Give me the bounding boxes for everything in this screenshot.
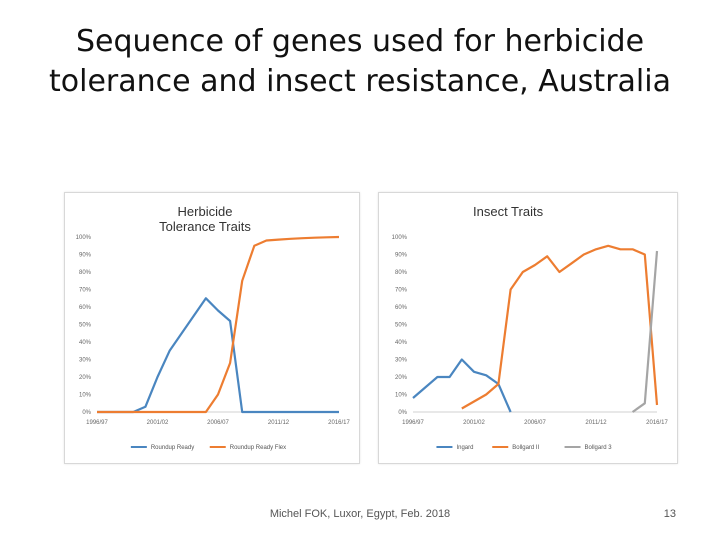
slide-title: Sequence of genes used for herbicide tol… xyxy=(0,22,720,102)
insect-x-tick-label: 2006/07 xyxy=(524,420,546,426)
insect-y-tick-label: 100% xyxy=(392,235,408,241)
herbicide-y-tick-label: 100% xyxy=(76,235,92,241)
herbicide-chart-title-line-2: Tolerance Traits xyxy=(159,219,251,234)
herbicide-chart-title-line-1: Herbicide xyxy=(178,204,233,219)
herbicide-y-tick-label: 30% xyxy=(79,358,92,364)
insect-y-tick-label: 30% xyxy=(395,358,408,364)
herbicide-x-tick-label: 2011/12 xyxy=(268,420,290,426)
insect-x-tick-label: 2001/02 xyxy=(463,420,485,426)
herbicide-y-tick-label: 10% xyxy=(79,393,92,399)
herbicide-y-tick-label: 0% xyxy=(82,410,91,416)
insect-y-tick-label: 0% xyxy=(398,410,407,416)
herbicide-x-tick-label: 2001/02 xyxy=(147,420,169,426)
herbicide-legend-label-roundup-ready-flex: Roundup Ready Flex xyxy=(230,445,286,451)
page-number: 13 xyxy=(663,508,676,520)
insect-y-tick-label: 70% xyxy=(395,288,408,294)
herbicide-series-line-roundup-ready-flex xyxy=(97,235,340,414)
insect-series-line-bollgard-ii xyxy=(461,244,659,410)
herbicide-y-tick-label: 20% xyxy=(79,375,92,381)
insect-y-tick-label: 50% xyxy=(395,323,408,329)
herbicide-y-tick-label: 40% xyxy=(79,340,92,346)
insect-series-line-ingard xyxy=(412,358,512,413)
slide-title-line-2: tolerance and insect resistance, Austral… xyxy=(49,64,671,99)
insect-x-tick-label: 2016/17 xyxy=(646,420,668,426)
herbicide-y-tick-label: 90% xyxy=(79,253,92,259)
insect-y-tick-label: 90% xyxy=(395,253,408,259)
herbicide-chart-panel: Herbicide Tolerance Traits 0% 10% 20% 30% 40% 5… xyxy=(64,192,360,464)
insect-y-tick-label: 40% xyxy=(395,340,408,346)
slide-title-line-1: Sequence of genes used for herbicide xyxy=(75,24,645,59)
slide-footer: Michel FOK, Luxor, Egypt, Feb. 2018 xyxy=(269,508,451,520)
herbicide-y-tick-label: 50% xyxy=(79,323,92,329)
herbicide-y-tick-label: 60% xyxy=(79,305,92,311)
insect-y-tick-label: 60% xyxy=(395,305,408,311)
insect-x-tick-label: 1996/97 xyxy=(402,420,424,426)
herbicide-series-line-roundup-ready xyxy=(97,297,339,414)
herbicide-y-tick-label: 80% xyxy=(79,270,92,276)
herbicide-x-tick-label: 2016/17 xyxy=(328,420,350,426)
insect-y-tick-label: 10% xyxy=(395,393,408,399)
insect-legend-label-ingard: Ingard xyxy=(456,445,473,451)
insect-series-line-bollgard-3 xyxy=(631,250,659,413)
insect-chart-panel: Insect Traits 0% 10% 20% 30% 40% 50% 60% 70% 80% 9… xyxy=(378,192,678,464)
insect-x-tick-label: 2011/12 xyxy=(585,420,607,426)
herbicide-y-tick-label: 70% xyxy=(79,288,92,294)
insect-y-tick-label: 80% xyxy=(395,270,408,276)
insect-chart: Insect Traits 0% 10% 20% 30% 40% 50% 60% 70% 80% 9… xyxy=(392,204,669,451)
insect-y-tick-label: 20% xyxy=(395,375,408,381)
herbicide-x-tick-label: 2006/07 xyxy=(207,420,229,426)
insect-chart-title-line-1: Insect Traits xyxy=(473,204,544,219)
herbicide-legend-label-roundup-ready: Roundup Ready xyxy=(151,445,194,451)
insect-legend-label-bollgard-ii: Bollgard II xyxy=(512,445,539,451)
herbicide-x-tick-label: 1996/97 xyxy=(86,420,108,426)
insect-legend-label-bollgard-3: Bollgard 3 xyxy=(585,445,613,451)
